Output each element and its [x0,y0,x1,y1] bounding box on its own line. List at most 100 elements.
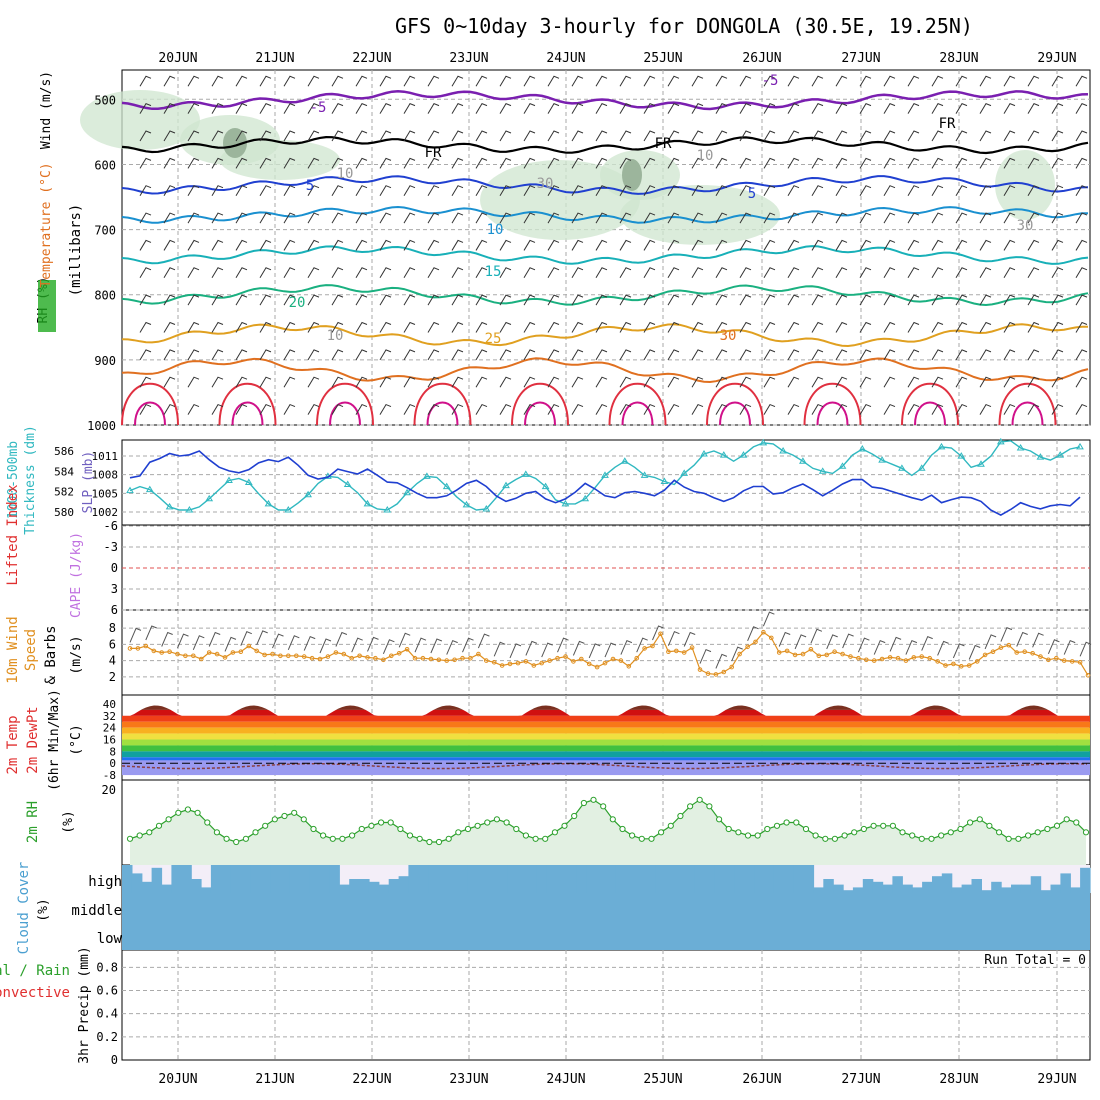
wind-barb [523,403,536,415]
wind-barb [283,267,296,279]
cloud-high-bar [497,865,508,893]
wind-barb [1027,349,1040,361]
wind-barb [595,185,608,196]
isotherm-5 [121,175,1089,195]
chart-title: GFS 0~10day 3-hourly for DONGOLA (30.5E,… [395,14,973,38]
isotherm-35 [218,382,277,426]
cloud-high-bar [260,865,271,893]
cloud-high-bar [951,887,963,893]
wind10-point [143,643,149,649]
isotherm-40 [719,401,751,426]
isotherm-35 [511,382,569,426]
wind10-point [294,653,299,659]
date-label-bottom: 27JUN [841,1072,880,1087]
wind10-point [769,635,774,641]
cloud-high-bar [339,884,350,893]
wind-barb [187,403,200,415]
wind-barb [499,349,512,361]
wind-barb [691,376,704,388]
thickness-tick: 580 [54,506,74,519]
wind10-point [396,651,402,656]
rh2m-point [831,835,839,842]
rh2m-point [976,816,983,823]
t2m-tick: 32 [103,710,116,723]
rh2m-point [764,825,771,833]
wind-barb [811,212,824,224]
wind-barb [451,212,464,224]
wind-barb [1075,75,1088,87]
wind10-point [301,654,307,659]
wind-barb [307,103,320,114]
rh-shade [620,185,780,245]
wind-barb [523,185,536,196]
rh2m-point [947,829,954,836]
wind-barb [739,157,752,169]
wind-barb [667,349,680,361]
wind-barb [259,75,272,87]
rh2m-point [358,825,365,833]
wind-barb [283,212,296,224]
cloud-high-bar [467,865,479,893]
cloud-high-bar [1080,867,1091,893]
isotherm-35 [706,382,764,426]
wind-barb [739,130,752,142]
wind-barb [235,130,248,142]
wind10-barb [810,628,823,644]
wind-barb [1075,321,1088,333]
wind-barb [355,267,368,279]
wind-barb [931,239,944,251]
wind-barb [355,212,368,224]
wind-barb [451,321,464,333]
wind10-point [563,654,568,659]
wind10-point [974,659,980,664]
wind10-barb [240,631,252,646]
wind-barb [379,376,392,388]
wind-barb [1075,103,1088,114]
wind-barb [571,157,584,169]
wind-barb [379,212,392,224]
thickness-point [244,478,253,485]
thickness-point [878,456,886,463]
wind10-point [412,655,418,661]
wind10-tick: 4 [109,654,116,668]
wind10-barb [367,636,379,652]
wind10-point [199,656,204,662]
wind10-point [816,653,822,659]
rh2m-point [126,835,134,842]
t2m-tick: 0 [109,757,116,770]
contour-label: 30 [720,328,737,344]
wind-barb [187,130,200,142]
wind-barb [331,349,344,361]
wind-barb [403,185,416,196]
t2m-tick: 24 [103,722,117,735]
wind-barb [1003,239,1016,251]
wind10-point [523,659,529,664]
rh2m-point [184,806,191,813]
wind-barb [811,376,824,388]
wind10-point [697,667,703,672]
wind-barb [979,267,992,279]
t2m-tick: 16 [103,734,116,747]
wind-barb [187,321,200,333]
wind-barb [355,130,368,142]
wind-barb [619,212,632,224]
wind-barb [715,321,728,333]
wind10-point [151,648,157,654]
wind-barb [211,185,224,196]
thickness-point [779,447,787,454]
wind-barb [715,349,728,361]
wind-barb [595,376,608,388]
thickness-point [739,451,748,458]
wind-barb [451,130,464,142]
wind-barb [667,212,680,224]
wind10-point [761,629,766,635]
wind10-point [159,650,164,655]
wind10-barb [747,626,759,641]
wind-barb [259,267,272,279]
wind10-point [681,650,687,655]
thickness-point [462,500,471,508]
wind-barb [763,349,776,361]
wind10-point [966,663,972,668]
wind-barb [379,185,392,196]
